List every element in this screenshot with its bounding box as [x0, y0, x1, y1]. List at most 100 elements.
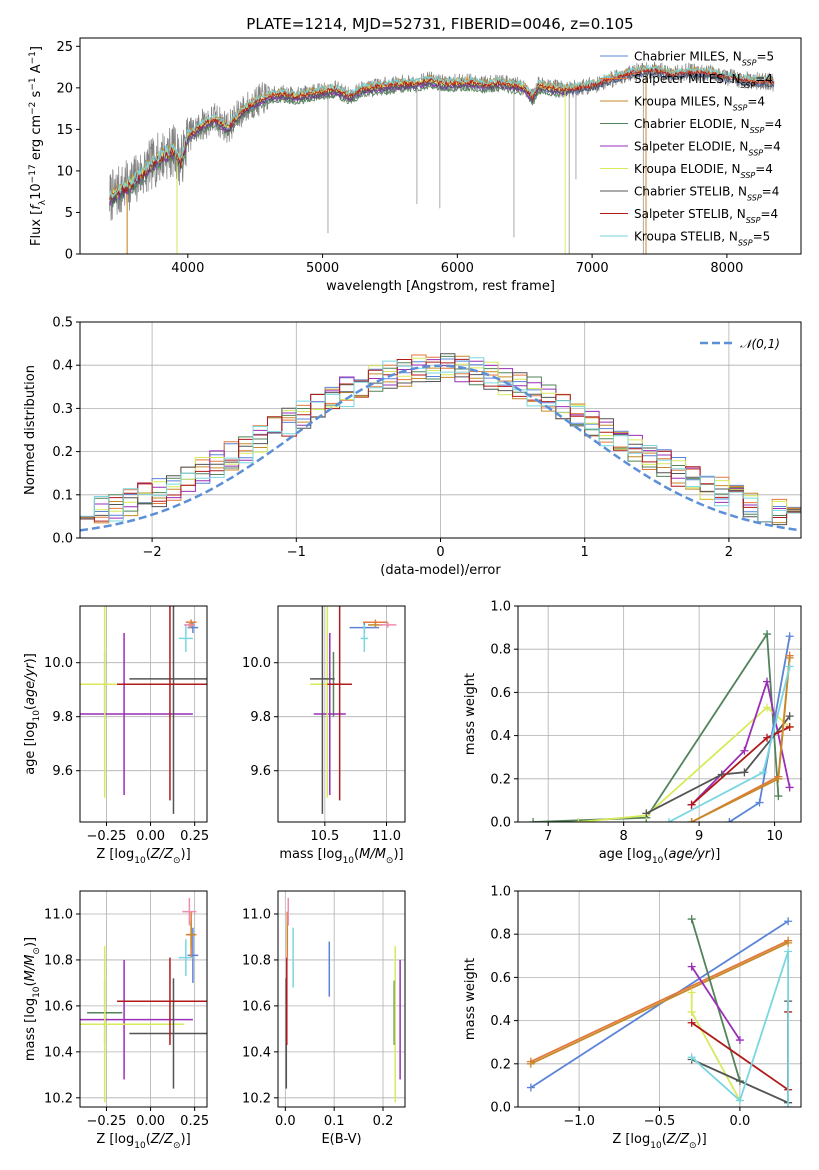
y-tick-label: 9.8	[250, 710, 271, 725]
weight-vs-metallicity-panel: −1.0 −0.5 0.0 0.0 0.2 0.4 0.6 0.8 1.0 Z [log10(Z/…	[463, 885, 802, 1151]
label-part: 10	[32, 986, 42, 998]
weight-marker	[784, 1103, 793, 1107]
weight-marker	[784, 917, 793, 926]
x-axis-label: mass [log10(M/M⊙)]	[279, 847, 403, 866]
label-part: Normed distribution	[23, 365, 38, 495]
label-part: −2	[28, 102, 38, 115]
label-part: (	[663, 847, 668, 862]
legend-entry: Salpeter ELODIE, NSSP=4	[634, 140, 781, 158]
x-tick-label: 0.0	[275, 1114, 296, 1129]
legend-count: =4	[747, 95, 765, 109]
weight-line-chabrier-miles	[530, 920, 789, 1089]
y-tick-label: 5	[65, 206, 73, 221]
axes-frame	[277, 890, 406, 1108]
legend-sub: SSP	[738, 238, 753, 247]
plot-area	[80, 353, 801, 532]
plot-area	[109, 61, 775, 254]
axes-frame	[277, 605, 406, 823]
weight-line-kroupa-miles	[530, 941, 789, 1065]
x-axis-label: (data-model)/error	[380, 563, 501, 578]
label-part: f	[29, 203, 44, 210]
label-part: )]	[23, 653, 38, 663]
y-tick-label: 10.6	[242, 999, 271, 1014]
legend-count: =4	[755, 162, 773, 176]
y-axis-label: Normed distribution	[23, 365, 38, 495]
y-tick-label: 10.6	[44, 999, 73, 1014]
label-part: mass weight	[463, 958, 478, 1040]
label-part: Z [log	[612, 1132, 650, 1147]
weight-marker	[774, 792, 783, 801]
weight-marker	[687, 962, 696, 971]
x-axis-label: age [log10(age/yr)]	[599, 847, 721, 866]
model-spectrum-kroupa-elodie	[109, 78, 568, 201]
weight-marker	[642, 809, 651, 818]
label-part: 10	[32, 710, 42, 722]
weight-marker	[687, 800, 696, 809]
axes-frame	[517, 605, 802, 823]
weight-marker	[687, 818, 696, 822]
legend-count: =5	[756, 50, 774, 64]
x-tick-label: 1	[581, 545, 589, 560]
legend-sub: SSP	[750, 126, 765, 135]
legend-count: =4	[763, 140, 781, 154]
label-part: M/M	[359, 847, 386, 862]
mass-vs-ebv-panel: 0.0 0.1 0.2 10.2 10.4 10.6 10.8 11.0 E(B-V)	[242, 890, 406, 1147]
x-axis-label: wavelength [Angstrom, rest frame]	[326, 279, 555, 294]
x-tick-label: 8	[620, 829, 628, 844]
legend-model: Chabrier STELIB, N	[634, 185, 747, 199]
x-tick-label: 0.25	[180, 829, 209, 844]
label-part: ⊙	[689, 1141, 697, 1151]
weight-line-kroupa-elodie	[578, 706, 791, 822]
weight-marker	[740, 746, 749, 755]
label-part: Z/Z	[666, 1132, 690, 1147]
y-tick-label: 0.2	[52, 445, 73, 460]
axes-frame	[79, 890, 208, 1108]
label-part: wavelength [Angstrom, rest frame]	[326, 279, 555, 294]
y-tick-label: 10.4	[44, 1045, 73, 1060]
label-part: (	[146, 847, 151, 862]
x-tick-label: 7000	[576, 261, 609, 276]
x-axis-label: E(B-V)	[321, 1132, 361, 1147]
axes-frame	[79, 37, 802, 255]
x-tick-label: 5000	[306, 261, 339, 276]
y-axis-label: mass weight	[463, 958, 478, 1040]
label-part: ⊙	[32, 947, 42, 955]
y-tick-label: 0.6	[490, 686, 511, 701]
label-part: (	[354, 847, 359, 862]
legend-model: Kroupa MILES, N	[634, 95, 733, 109]
y-tick-label: 0.5	[52, 316, 73, 331]
legend-model: Salpeter STELIB, N	[634, 207, 746, 221]
y-tick-label: 0.0	[52, 532, 73, 547]
x-tick-label: 0.25	[180, 1114, 209, 1129]
y-tick-label: 0.4	[490, 729, 511, 744]
plot-area	[80, 606, 207, 814]
weight-line-chabrier-elodie	[533, 631, 780, 822]
y-tick-label: 10.4	[242, 1045, 271, 1060]
label-part: 10	[134, 1141, 146, 1151]
weight-line-chabrier-stelib	[645, 715, 791, 815]
weight-marker	[763, 733, 772, 742]
plot-area	[310, 606, 397, 814]
x-tick-label: 0.1	[324, 1114, 345, 1129]
label-part: (data-model)/error	[380, 563, 501, 578]
label-part: Flux [	[29, 210, 44, 246]
label-part: mass [log	[279, 847, 342, 862]
label-part: −17	[28, 164, 38, 183]
label-part: )]	[697, 1132, 707, 1147]
legend-entry: Salpeter MILES, NSSP=4	[634, 72, 773, 90]
legend-count: =4	[755, 72, 773, 86]
weight-marker	[763, 703, 772, 712]
x-tick-label: −1.0	[563, 1114, 595, 1129]
weight-line-chabrier-elodie	[690, 918, 741, 1082]
label-part: )]	[181, 1132, 191, 1147]
y-tick-label: 1.0	[490, 885, 511, 900]
legend-entry: Chabrier ELODIE, NSSP=4	[634, 117, 782, 135]
label-part: mass [log	[23, 998, 38, 1061]
legend-sub: SSP	[748, 148, 763, 157]
legend-sub: SSP	[746, 216, 761, 225]
legend-entry: Salpeter STELIB, NSSP=4	[634, 207, 778, 225]
label-part: ⊙	[173, 1141, 181, 1151]
y-axis-label: mass weight	[463, 673, 478, 755]
weight-marker	[785, 653, 794, 662]
